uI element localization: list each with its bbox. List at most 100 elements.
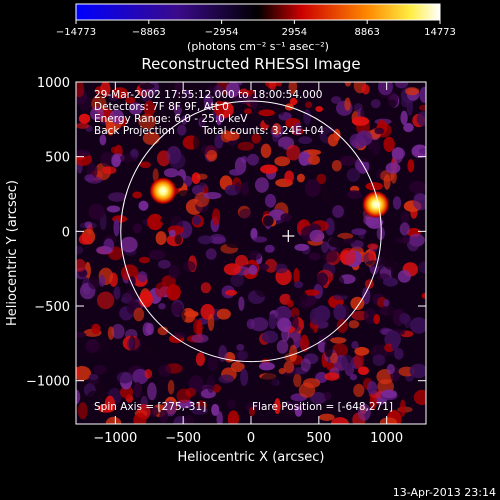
image-speckle bbox=[121, 292, 133, 303]
image-speckle bbox=[203, 192, 222, 200]
image-speckle bbox=[391, 338, 399, 351]
flare-source bbox=[361, 190, 390, 219]
x-tick-label: −1000 bbox=[93, 431, 137, 446]
image-speckle bbox=[399, 312, 410, 325]
image-speckle bbox=[274, 398, 281, 415]
image-speckle bbox=[294, 281, 304, 289]
image-speckle bbox=[250, 228, 258, 240]
image-speckle bbox=[356, 279, 365, 290]
image-speckle bbox=[203, 93, 214, 110]
image-speckle bbox=[293, 373, 302, 388]
image-speckle bbox=[367, 243, 379, 250]
image-speckle bbox=[100, 151, 114, 168]
image-speckle bbox=[289, 237, 301, 245]
image-speckle bbox=[101, 166, 117, 175]
image-speckle bbox=[121, 264, 139, 282]
image-speckle bbox=[286, 144, 301, 161]
image-speckle bbox=[419, 86, 426, 103]
image-speckle bbox=[218, 374, 234, 384]
image-speckle bbox=[386, 363, 395, 375]
image-speckle bbox=[333, 128, 341, 142]
image-speckle bbox=[252, 236, 267, 243]
image-speckle bbox=[254, 177, 269, 193]
image-speckle bbox=[416, 111, 426, 127]
image-speckle bbox=[173, 332, 186, 339]
image-speckle bbox=[157, 326, 169, 336]
image-speckle bbox=[191, 334, 209, 343]
image-speckle bbox=[331, 96, 342, 104]
image-speckle bbox=[298, 382, 316, 398]
image-speckle bbox=[293, 122, 303, 136]
image-speckle bbox=[128, 102, 143, 115]
image-speckle bbox=[258, 263, 269, 271]
image-speckle bbox=[418, 104, 426, 111]
image-speckle bbox=[138, 200, 149, 211]
image-speckle bbox=[171, 302, 184, 316]
image-speckle bbox=[399, 222, 410, 236]
image-speckle bbox=[108, 192, 127, 202]
image-speckle bbox=[402, 235, 410, 244]
image-speckle bbox=[261, 330, 279, 344]
image-speckle bbox=[91, 323, 101, 335]
image-speckle bbox=[399, 399, 406, 417]
image-speckle bbox=[381, 389, 397, 399]
image-speckle bbox=[193, 319, 200, 335]
image-speckle bbox=[339, 248, 357, 266]
image-speckle bbox=[409, 180, 426, 194]
flare-source bbox=[149, 176, 178, 205]
image-speckle bbox=[309, 307, 323, 326]
image-speckle bbox=[90, 106, 104, 121]
image-speckle bbox=[139, 161, 151, 169]
image-speckle bbox=[127, 338, 134, 350]
image-speckle bbox=[330, 337, 347, 344]
image-speckle bbox=[386, 99, 397, 108]
image-speckle bbox=[290, 307, 300, 319]
image-speckle bbox=[413, 389, 426, 405]
solar-limb-circle bbox=[120, 100, 382, 363]
colorbar-tick-label: 8863 bbox=[354, 27, 379, 38]
image-speckle bbox=[116, 371, 133, 384]
image-speckle bbox=[111, 323, 125, 339]
image-speckle bbox=[260, 164, 278, 174]
image-speckle bbox=[387, 307, 395, 315]
image-speckle bbox=[361, 84, 370, 95]
image-speckle bbox=[145, 323, 154, 335]
image-speckle bbox=[260, 372, 279, 390]
image-speckle bbox=[76, 149, 91, 157]
image-speckle bbox=[143, 344, 152, 356]
image-speckle bbox=[303, 108, 312, 125]
image-speckle bbox=[88, 373, 99, 381]
image-speckle bbox=[120, 236, 138, 253]
image-speckle bbox=[330, 352, 338, 364]
image-speckle bbox=[321, 184, 330, 201]
colorbar-tick-label: −2954 bbox=[205, 27, 239, 38]
image-speckle bbox=[354, 346, 370, 356]
colorbar-tick-label: 2954 bbox=[282, 27, 307, 38]
image-speckle bbox=[220, 130, 232, 143]
image-speckle bbox=[144, 369, 153, 379]
image-speckle bbox=[265, 193, 276, 208]
image-speckle bbox=[397, 270, 411, 283]
image-speckle bbox=[324, 340, 333, 358]
image-speckle bbox=[264, 244, 275, 253]
image-speckle bbox=[272, 123, 281, 135]
image-speckle bbox=[324, 372, 340, 381]
image-speckle bbox=[158, 303, 166, 310]
annotation-energy: Energy Range: 6.0 - 25.0 keV bbox=[94, 113, 248, 125]
image-speckle bbox=[394, 133, 407, 144]
image-speckle bbox=[174, 234, 182, 245]
image-speckle bbox=[207, 313, 215, 331]
image-speckle bbox=[163, 168, 179, 178]
image-speckle bbox=[349, 373, 358, 381]
image-speckle bbox=[407, 159, 415, 173]
image-speckle bbox=[197, 235, 213, 245]
image-speckle bbox=[332, 205, 344, 218]
image-speckle bbox=[248, 406, 256, 417]
image-speckle bbox=[129, 149, 139, 157]
image-speckle bbox=[158, 364, 171, 377]
x-tick-label: 1000 bbox=[370, 431, 403, 446]
image-speckle bbox=[157, 259, 171, 269]
image-speckle bbox=[299, 298, 312, 310]
image-speckle bbox=[304, 179, 321, 198]
image-speckle bbox=[365, 182, 383, 191]
